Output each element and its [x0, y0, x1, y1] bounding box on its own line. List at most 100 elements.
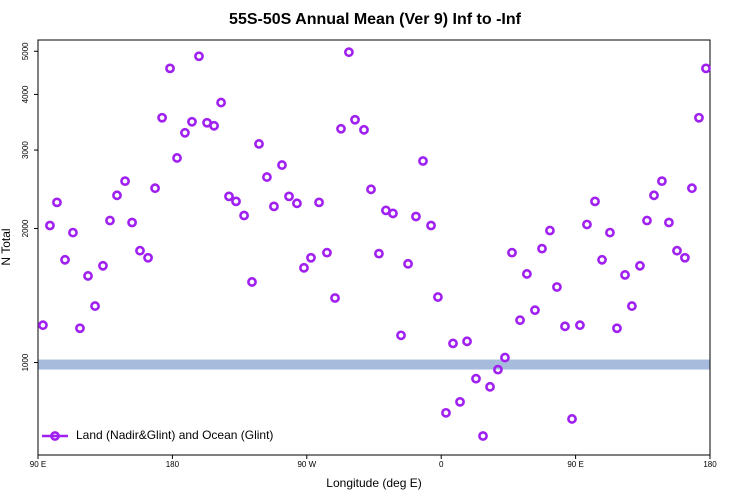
point: [649, 190, 659, 201]
plot-frame: [37, 39, 711, 456]
point: [187, 116, 197, 127]
point: [322, 247, 332, 258]
point: [411, 211, 421, 222]
point: [262, 172, 272, 182]
point: [314, 197, 324, 208]
point: [336, 123, 346, 134]
x-tick-label: 90 E: [567, 460, 583, 469]
point: [284, 191, 294, 202]
point: [194, 51, 204, 62]
point: [626, 301, 637, 311]
point: [597, 254, 607, 265]
point: [657, 176, 667, 187]
y-axis-label: N Total: [0, 228, 13, 265]
point: [433, 292, 443, 302]
point: [38, 320, 48, 331]
point: [462, 336, 472, 347]
point: [426, 220, 436, 231]
point: [664, 217, 674, 228]
point: [254, 139, 264, 149]
point: [350, 114, 360, 125]
point: [441, 407, 451, 418]
point: [299, 262, 309, 273]
point: [396, 330, 406, 341]
point: [127, 217, 137, 228]
point: [642, 215, 652, 226]
point: [530, 305, 540, 316]
point: [448, 338, 458, 349]
point: [388, 208, 398, 219]
point: [701, 63, 711, 74]
point: [403, 258, 413, 269]
point: [239, 210, 249, 221]
point: [366, 184, 376, 195]
x-tick-label: 0: [439, 460, 444, 469]
point: [687, 183, 697, 194]
point: [612, 323, 622, 334]
point: [620, 270, 630, 280]
legend-marker: [50, 431, 60, 441]
point: [515, 315, 525, 326]
point: [231, 196, 241, 207]
ocean-band: [38, 359, 710, 370]
x-tick-label: 90 E: [30, 460, 46, 469]
point: [105, 215, 115, 226]
point: [590, 196, 600, 207]
point: [493, 364, 503, 375]
point: [418, 156, 428, 166]
y-tick-label: 1000: [21, 353, 30, 371]
point: [545, 225, 555, 236]
y-tick-label: 2000: [21, 219, 30, 237]
point: [471, 373, 481, 384]
point: [224, 191, 234, 202]
point: [575, 320, 585, 331]
point: [216, 97, 226, 108]
point: [269, 201, 279, 212]
point: [135, 245, 145, 256]
point: [306, 252, 316, 263]
point: [552, 282, 562, 292]
point: [455, 396, 465, 407]
point: [374, 248, 384, 259]
chart-title: 55S-50S Annual Mean (Ver 9) Inf to -Inf: [229, 11, 522, 28]
point: [68, 227, 78, 238]
point: [75, 323, 85, 334]
point: [507, 247, 517, 258]
point: [143, 252, 153, 263]
point: [150, 183, 160, 194]
x-tick-label: 180: [166, 460, 180, 469]
point: [60, 254, 70, 265]
point: [500, 352, 510, 363]
point: [694, 112, 704, 123]
point: [165, 63, 175, 74]
point: [344, 47, 354, 58]
point: [478, 431, 488, 441]
point: [83, 271, 93, 281]
x-axis-label: Longitude (deg E): [326, 476, 421, 490]
x-tick-label: 90 W: [297, 460, 316, 469]
point: [605, 227, 615, 238]
y-tick-label: 5000: [21, 42, 30, 60]
point: [485, 381, 495, 392]
point: [52, 197, 62, 208]
point: [90, 301, 100, 311]
y-tick-label: 3000: [21, 141, 30, 159]
point: [635, 260, 645, 271]
x-tick-label: 180: [703, 460, 717, 469]
point: [680, 252, 690, 263]
point: [522, 269, 532, 279]
point: [98, 260, 108, 271]
point: [330, 293, 340, 303]
point: [180, 127, 190, 138]
point: [567, 414, 577, 424]
point: [45, 220, 55, 231]
point: [157, 112, 167, 123]
point: [247, 277, 257, 287]
y-tick-label: 4000: [21, 85, 30, 103]
point: [209, 120, 219, 131]
point: [537, 243, 547, 254]
point: [359, 124, 369, 135]
point: [277, 160, 287, 170]
